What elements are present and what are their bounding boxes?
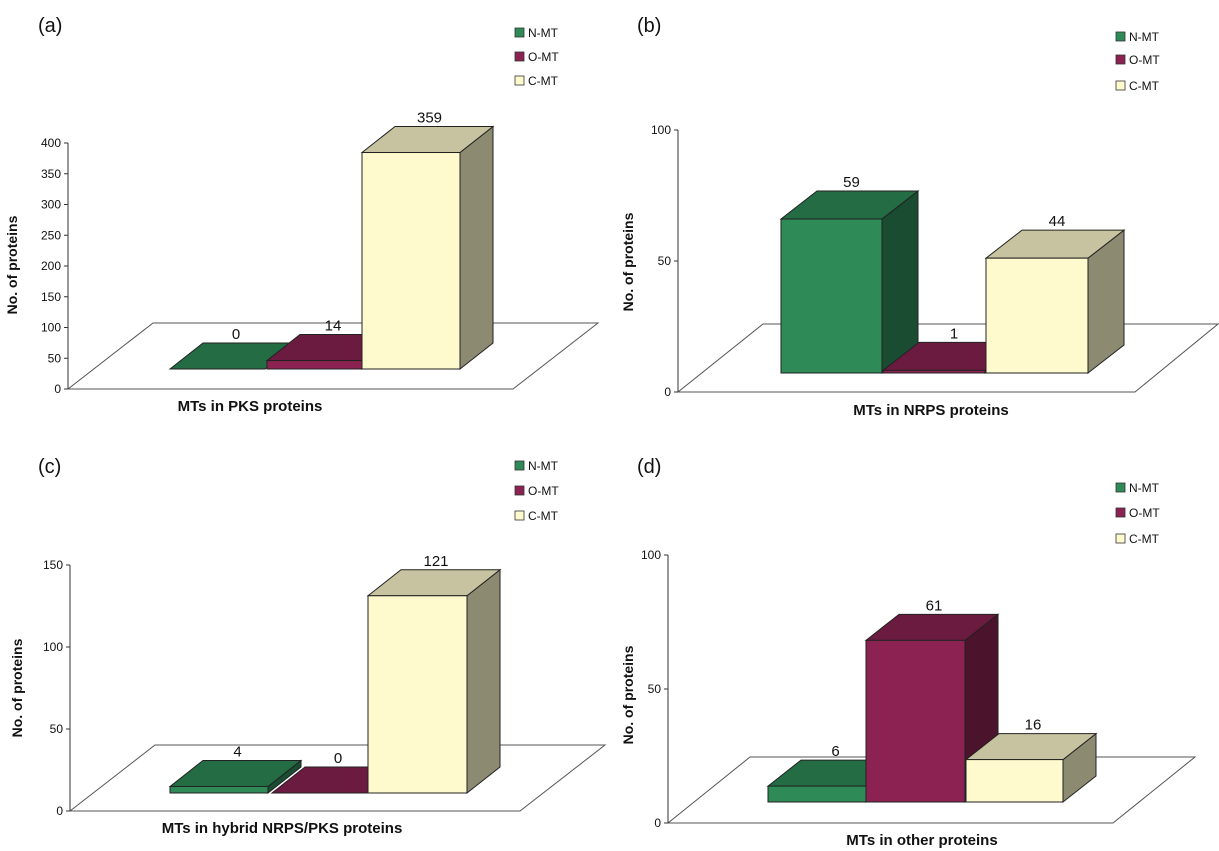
y-axis-label: No. of proteins [620,212,636,311]
data-label: 0 [334,750,342,767]
legend-label-c-mt: C-MT [1129,532,1160,546]
data-label: 359 [417,110,442,127]
legend-label-o-mt: O-MT [1129,53,1160,67]
y-tick-label: 100 [641,548,661,562]
legend-label-o-mt: O-MT [528,50,559,64]
legend-swatch-n-mt [1115,31,1126,42]
y-tick-label: 350 [41,167,61,181]
y-tick-label: 100 [41,321,61,335]
data-label: 0 [232,326,240,343]
floor-plane [666,756,1197,824]
legend-swatch-c-mt [1115,533,1126,544]
data-label: 61 [926,597,943,614]
y-tick-label: 150 [41,290,61,304]
legend-label-n-mt: N-MT [1129,481,1160,495]
legend-swatch-n-mt [514,27,525,38]
legend-label-n-mt: N-MT [528,26,559,40]
y-tick-label: 0 [654,816,661,830]
bar-side-face [466,568,501,795]
x-axis-label: MTs in NRPS proteins [853,402,1009,419]
x-axis-label: MTs in other proteins [846,832,997,849]
legend-label-n-mt: N-MT [1129,30,1160,44]
y-tick-label: 0 [664,385,671,399]
bar-n-mt [168,759,303,795]
y-tick-label: 50 [50,722,64,736]
legend-label-c-mt: C-MT [1129,79,1160,93]
legend-swatch-n-mt [1115,482,1126,493]
bar-front-face [767,785,867,803]
legend-label-c-mt: C-MT [528,509,559,523]
panel-label: (d) [637,456,661,478]
y-tick-label: 50 [648,682,662,696]
y-tick-label: 400 [41,136,61,150]
bar-front-face [780,218,883,374]
y-axis-label: No. of proteins [620,645,636,744]
legend-swatch-c-mt [1115,80,1126,91]
panel-label: (b) [637,15,661,37]
chart-panel-c: (c) N-MT O-MT C-MT 0 50 100 150 4 0 121 MTs in hybr… [9,456,607,837]
y-tick-label: 0 [54,382,61,396]
legend-label-o-mt: O-MT [528,484,559,498]
chart-panel-a: (a) N-MT O-MT C-MT 0 50 100 150 200 250 300 350 400 0… [4,15,600,415]
y-tick-label: 250 [41,228,61,242]
bar-c-mt [366,568,502,795]
chart-panel-b: (b) N-MT O-MT C-MT 0 50 100 59 1 44 MTs in NRPS pr… [620,15,1219,419]
data-label: 59 [843,174,860,191]
bar-o-mt [864,613,1000,804]
data-label: 14 [325,318,342,335]
legend-label-c-mt: C-MT [528,74,559,88]
bar-c-mt [360,125,495,371]
y-tick-label: 150 [43,558,63,572]
bar-front-face [882,369,986,374]
bar-c-mt [984,229,1126,375]
data-label: 16 [1025,717,1042,734]
y-axis-label: No. of proteins [4,215,20,314]
y-axis-label: No. of proteins [9,638,25,737]
legend-swatch-o-mt [1115,507,1126,518]
y-tick-label: 0 [56,804,63,818]
y-tick-label: 200 [41,259,61,273]
bar-side-face [459,125,494,371]
y-tick-label: 50 [658,254,672,268]
legend-swatch-o-mt [1115,54,1126,65]
legend-swatch-c-mt [514,75,525,86]
floor-plane [68,744,607,812]
y-tick-label: 100 [651,123,671,137]
data-label: 1 [950,325,958,342]
bar-front-face [266,360,363,370]
data-label: 121 [423,553,448,570]
y-tick-label: 100 [43,640,63,654]
legend-swatch-o-mt [514,485,525,496]
bar-front-face [169,785,269,794]
data-label: 6 [831,743,839,760]
y-tick-label: 50 [48,351,62,365]
panel-label: (a) [38,15,62,37]
bar-front-face [367,595,468,794]
x-axis-label: MTs in PKS proteins [178,398,323,415]
bar-front-face [361,152,461,370]
legend-label-n-mt: N-MT [528,459,559,473]
legend-label-o-mt: O-MT [1129,506,1160,520]
panel-label: (c) [38,456,61,478]
legend-swatch-c-mt [514,510,525,521]
y-tick-label: 300 [41,198,61,212]
chart-panel-d: (d) N-MT O-MT C-MT 0 50 100 6 61 16 MTs in other p… [620,456,1197,849]
data-label: 44 [1049,213,1066,230]
bar-n-mt [779,189,920,375]
legend-swatch-n-mt [514,460,525,471]
floor-plane [66,322,600,390]
legend-swatch-o-mt [514,51,525,62]
bar-front-face [985,257,1089,374]
x-axis-label: MTs in hybrid NRPS/PKS proteins [162,820,403,837]
floor-plane [676,323,1219,393]
bar-front-face [865,639,966,803]
data-label: 4 [233,743,241,760]
bar-side-face [881,189,919,375]
bar-front-face [965,759,1064,803]
bar-c-mt [964,732,1098,804]
